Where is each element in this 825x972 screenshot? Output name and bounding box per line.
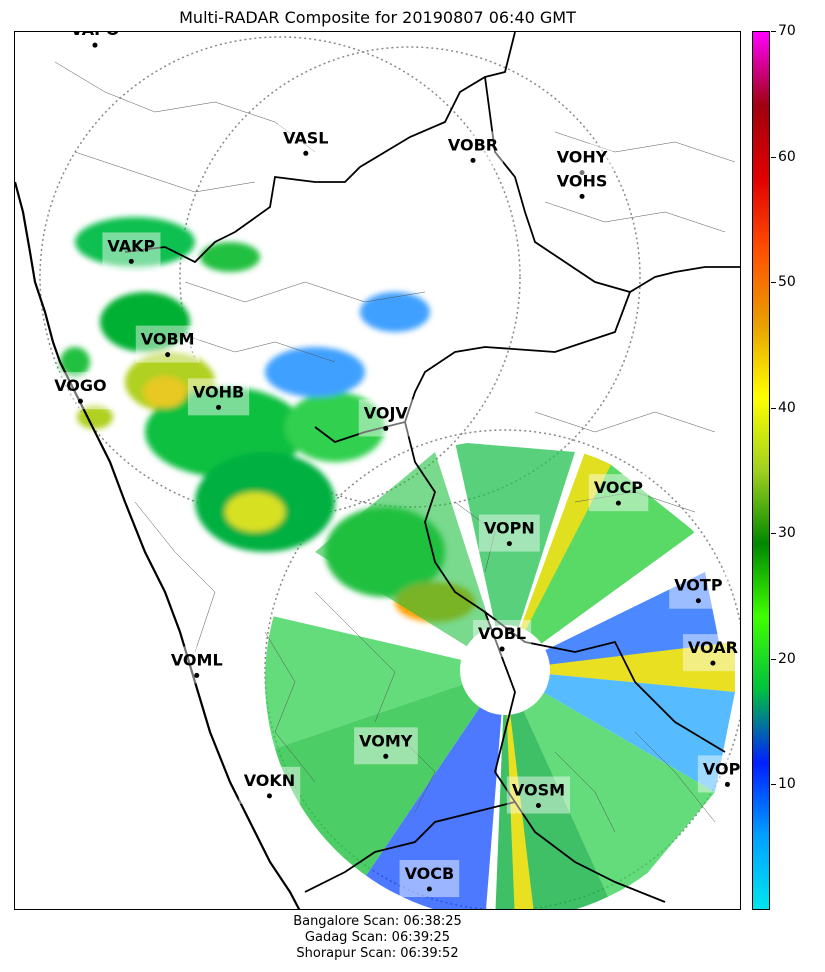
- station-dot: [383, 753, 389, 759]
- station-label: VOBM: [141, 330, 195, 349]
- station-vogo[interactable]: VOGO: [49, 372, 112, 410]
- station-dot: [266, 793, 272, 799]
- station-dot: [579, 170, 585, 176]
- station-voml[interactable]: VOML: [165, 646, 228, 684]
- district-boundaries: [54, 61, 736, 833]
- station-vocb[interactable]: VOCB: [399, 860, 460, 898]
- colorbar-tick-label: 10: [778, 776, 796, 793]
- colorbar-tick-label: 30: [778, 525, 796, 542]
- station-label: VOKN: [244, 771, 296, 790]
- station-label: VOHY: [557, 148, 608, 167]
- station-dot: [426, 886, 432, 892]
- station-vocp[interactable]: VOCP: [588, 474, 649, 512]
- station-dot: [92, 42, 98, 48]
- scan-times: Bangalore Scan: 06:38:25 Gadag Scan: 06:…: [14, 914, 741, 962]
- station-dot: [216, 404, 222, 410]
- bangalore-scan-time: Bangalore Scan: 06:38:25: [293, 914, 462, 929]
- station-label: VOHS: [557, 171, 608, 190]
- state-boundaries: [124, 32, 740, 903]
- station-label: VOBR: [448, 135, 498, 154]
- station-label: VOAR: [688, 638, 738, 657]
- station-label: VOCB: [405, 864, 455, 883]
- station-dot: [579, 193, 585, 199]
- station-vopn[interactable]: VOPN: [478, 514, 540, 552]
- station-dot: [499, 646, 505, 652]
- station-vokn[interactable]: VOKN: [238, 766, 301, 804]
- colorbar-tick: [771, 533, 776, 535]
- station-dot: [724, 781, 730, 787]
- station-label: VASL: [283, 128, 328, 147]
- colorbar-tick: [771, 156, 776, 158]
- station-label: VAPO: [70, 32, 119, 39]
- colorbar-tick: [771, 658, 776, 660]
- station-dot: [615, 500, 621, 506]
- station-label: VOJV: [364, 403, 409, 422]
- colorbar-tick: [771, 282, 776, 284]
- radar-stations: VAPO VASL VOBR VOHY VOHS VAKP VOBM VOGO VOHB VOJV…: [49, 32, 741, 898]
- colorbar-tick: [771, 31, 776, 32]
- station-dot: [194, 672, 200, 678]
- station-label: VOPN: [484, 519, 535, 538]
- shorapur-scan-time: Shorapur Scan: 06:39:52: [296, 946, 459, 961]
- station-dot: [470, 157, 476, 163]
- station-dot: [535, 803, 541, 809]
- station-dot: [77, 398, 83, 404]
- station-vomy[interactable]: VOMY: [354, 727, 418, 765]
- station-dot: [303, 150, 309, 156]
- station-dot: [165, 352, 171, 358]
- station-dot: [506, 541, 512, 547]
- station-vobl[interactable]: VOBL: [473, 620, 532, 658]
- station-label: VOHB: [193, 382, 244, 401]
- station-vosm[interactable]: VOSM: [506, 776, 571, 814]
- station-dot: [695, 598, 701, 604]
- station-label: VOML: [171, 650, 223, 669]
- colorbar-tick-label: 70: [778, 23, 796, 39]
- station-vasl[interactable]: VASL: [278, 124, 334, 162]
- radar-map[interactable]: VAPO VASL VOBR VOHY VOHS VAKP VOBM VOGO VOHB VOJV…: [14, 31, 741, 910]
- colorbar-tick: [771, 784, 776, 786]
- station-dot: [383, 425, 389, 431]
- station-vobr[interactable]: VOBR: [442, 131, 504, 169]
- station-voar[interactable]: VOAR: [682, 634, 741, 672]
- colorbar-tick-label: 20: [778, 650, 796, 667]
- station-dot: [128, 258, 134, 264]
- map-title: Multi-RADAR Composite for 20190807 06:40…: [179, 8, 576, 27]
- colorbar-tick: [771, 407, 776, 409]
- colorbar-tick-label: 60: [778, 148, 796, 165]
- colorbar-tick-label: 50: [778, 274, 796, 291]
- station-vohy[interactable]: VOHY: [551, 143, 613, 181]
- station-label: VOMY: [359, 731, 413, 750]
- station-votp[interactable]: VOTP: [669, 571, 728, 609]
- station-vopc[interactable]: VOPC: [697, 755, 741, 793]
- station-vojv[interactable]: VOJV: [358, 399, 414, 437]
- colorbar-tick-label: 40: [778, 399, 796, 416]
- station-dot: [710, 660, 716, 666]
- station-label: VOPC: [703, 759, 741, 778]
- coastline: [15, 181, 301, 909]
- station-label: VAKP: [107, 236, 155, 255]
- station-label: VOGO: [54, 376, 106, 395]
- colorbar: [752, 31, 770, 910]
- gadag-scan-time: Gadag Scan: 06:39:25: [304, 930, 451, 945]
- station-label-background: [697, 755, 740, 793]
- station-label: VOTP: [674, 576, 723, 595]
- station-label: VOBL: [478, 624, 526, 643]
- station-vobm[interactable]: VOBM: [135, 325, 200, 363]
- radar-echo-bangalore: [265, 442, 735, 909]
- station-vakp[interactable]: VAKP: [102, 232, 161, 270]
- station-label: VOCP: [594, 478, 643, 497]
- station-label: VOSM: [512, 781, 565, 800]
- station-label-background: [65, 32, 125, 54]
- station-vohb[interactable]: VOHB: [187, 378, 250, 416]
- station-vapo[interactable]: VAPO: [65, 32, 125, 54]
- station-vohs[interactable]: VOHS: [551, 167, 613, 205]
- map-canvas: VAPO VASL VOBR VOHY VOHS VAKP VOBM VOGO VOHB VOJV…: [15, 32, 741, 909]
